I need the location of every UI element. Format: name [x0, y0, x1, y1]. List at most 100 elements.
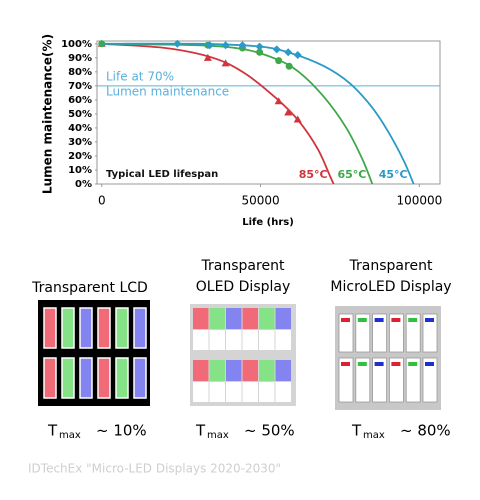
y-axis-label: Lumen maintenance(%)	[41, 34, 55, 194]
microled-cell	[405, 357, 421, 403]
oled-window	[209, 330, 225, 350]
data-marker	[255, 42, 264, 51]
tmax-symbol: T	[351, 422, 362, 440]
source-note: IDTechEx "Micro-LED Displays 2020-2030"	[28, 462, 281, 476]
panel-title: Transparent	[349, 258, 433, 274]
series-line	[101, 42, 415, 185]
annotation: Typical LED lifespan	[106, 169, 218, 180]
data-marker	[275, 57, 283, 65]
data-marker	[284, 108, 293, 116]
y-tick-label: 0%	[75, 179, 92, 190]
microled-emitter	[391, 318, 401, 322]
lcd-subpixel	[133, 307, 147, 349]
data-marker	[284, 48, 293, 57]
series-line	[101, 42, 335, 185]
tmax-value: ~ 80%	[400, 422, 451, 440]
data-marker	[203, 53, 212, 61]
microled-emitter	[391, 362, 401, 366]
x-tick-label: 50000	[241, 194, 279, 208]
microled-emitter	[341, 318, 350, 322]
series-label: 45°C	[379, 168, 408, 181]
y-tick-label: 70%	[68, 81, 92, 92]
oled-subpixel	[275, 308, 291, 329]
data-marker	[221, 59, 230, 67]
data-marker	[205, 41, 214, 50]
oled-window	[275, 330, 291, 350]
lcd-subpixel	[97, 307, 111, 349]
oled-window	[259, 330, 275, 350]
data-marker	[272, 45, 281, 54]
y-tick-label: 20%	[68, 151, 92, 162]
oled-subpixel	[242, 308, 258, 329]
microled-emitter	[357, 318, 367, 322]
oled-window	[226, 382, 242, 402]
oled-subpixel	[259, 360, 275, 381]
y-tick-label: 80%	[68, 67, 92, 78]
data-marker	[173, 39, 182, 48]
microled-cell	[405, 313, 421, 353]
data-marker	[285, 62, 293, 70]
microled-cell	[422, 357, 438, 403]
microled-cell	[422, 313, 438, 353]
oled-window	[226, 330, 242, 350]
series-label: 65°C	[337, 168, 366, 181]
microled-cell	[388, 313, 404, 353]
oled-diagram	[190, 304, 296, 406]
lcd-subpixel	[43, 307, 57, 349]
tmax-subscript: max	[363, 430, 385, 441]
x-tick-label: 0	[98, 194, 106, 208]
lcd-subpixel	[133, 357, 147, 399]
oled-subpixel	[226, 360, 242, 381]
oled-window	[193, 330, 209, 350]
lcd-subpixel	[79, 357, 93, 399]
reference-label: Life at 70%	[106, 69, 174, 83]
microled-cell	[355, 313, 371, 353]
tmax-value: ~ 50%	[244, 422, 295, 440]
tmax-subscript: max	[59, 430, 81, 441]
series-label: 85°C	[299, 168, 328, 181]
panel-title: Transparent	[201, 258, 285, 274]
microled-emitter	[408, 318, 418, 322]
lcd-subpixel	[79, 307, 93, 349]
tmax-subscript: max	[207, 430, 229, 441]
x-axis-label: Life (hrs)	[242, 217, 294, 228]
microled-emitter	[408, 362, 418, 366]
microled-emitter	[357, 362, 367, 366]
oled-subpixel	[242, 360, 258, 381]
y-tick-label: 30%	[68, 137, 92, 148]
data-marker	[256, 48, 264, 56]
panel-title: Transparent LCD	[31, 280, 148, 296]
lcd-subpixel	[43, 357, 57, 399]
oled-subpixel	[193, 308, 209, 329]
oled-subpixel	[259, 308, 275, 329]
data-marker	[221, 41, 230, 50]
oled-subpixel	[226, 308, 242, 329]
microled-cell	[388, 357, 404, 403]
oled-subpixel	[209, 360, 225, 381]
y-tick-label: 100%	[61, 39, 92, 50]
data-marker	[274, 97, 283, 105]
microled-emitter	[425, 362, 434, 366]
lcd-subpixel	[97, 357, 111, 399]
x-tick-label: 100000	[396, 194, 442, 208]
microled-cell	[338, 313, 354, 353]
oled-window	[242, 382, 258, 402]
microled-emitter	[341, 362, 350, 366]
tmax-symbol: T	[195, 422, 206, 440]
data-marker	[293, 51, 302, 60]
y-tick-label: 50%	[68, 109, 92, 120]
oled-subpixel	[193, 360, 209, 381]
oled-window	[242, 330, 258, 350]
y-tick-label: 90%	[68, 53, 92, 64]
y-tick-label: 60%	[68, 95, 92, 106]
reference-label: Lumen maintenance	[106, 84, 229, 98]
lcd-subpixel	[61, 357, 75, 399]
oled-subpixel	[275, 360, 291, 381]
plot-frame	[96, 40, 441, 185]
panel-title: MicroLED Display	[330, 279, 451, 295]
microled-cell	[355, 357, 371, 403]
microled-cell	[338, 357, 354, 403]
oled-subpixel	[209, 308, 225, 329]
microled-diagram	[335, 306, 441, 410]
